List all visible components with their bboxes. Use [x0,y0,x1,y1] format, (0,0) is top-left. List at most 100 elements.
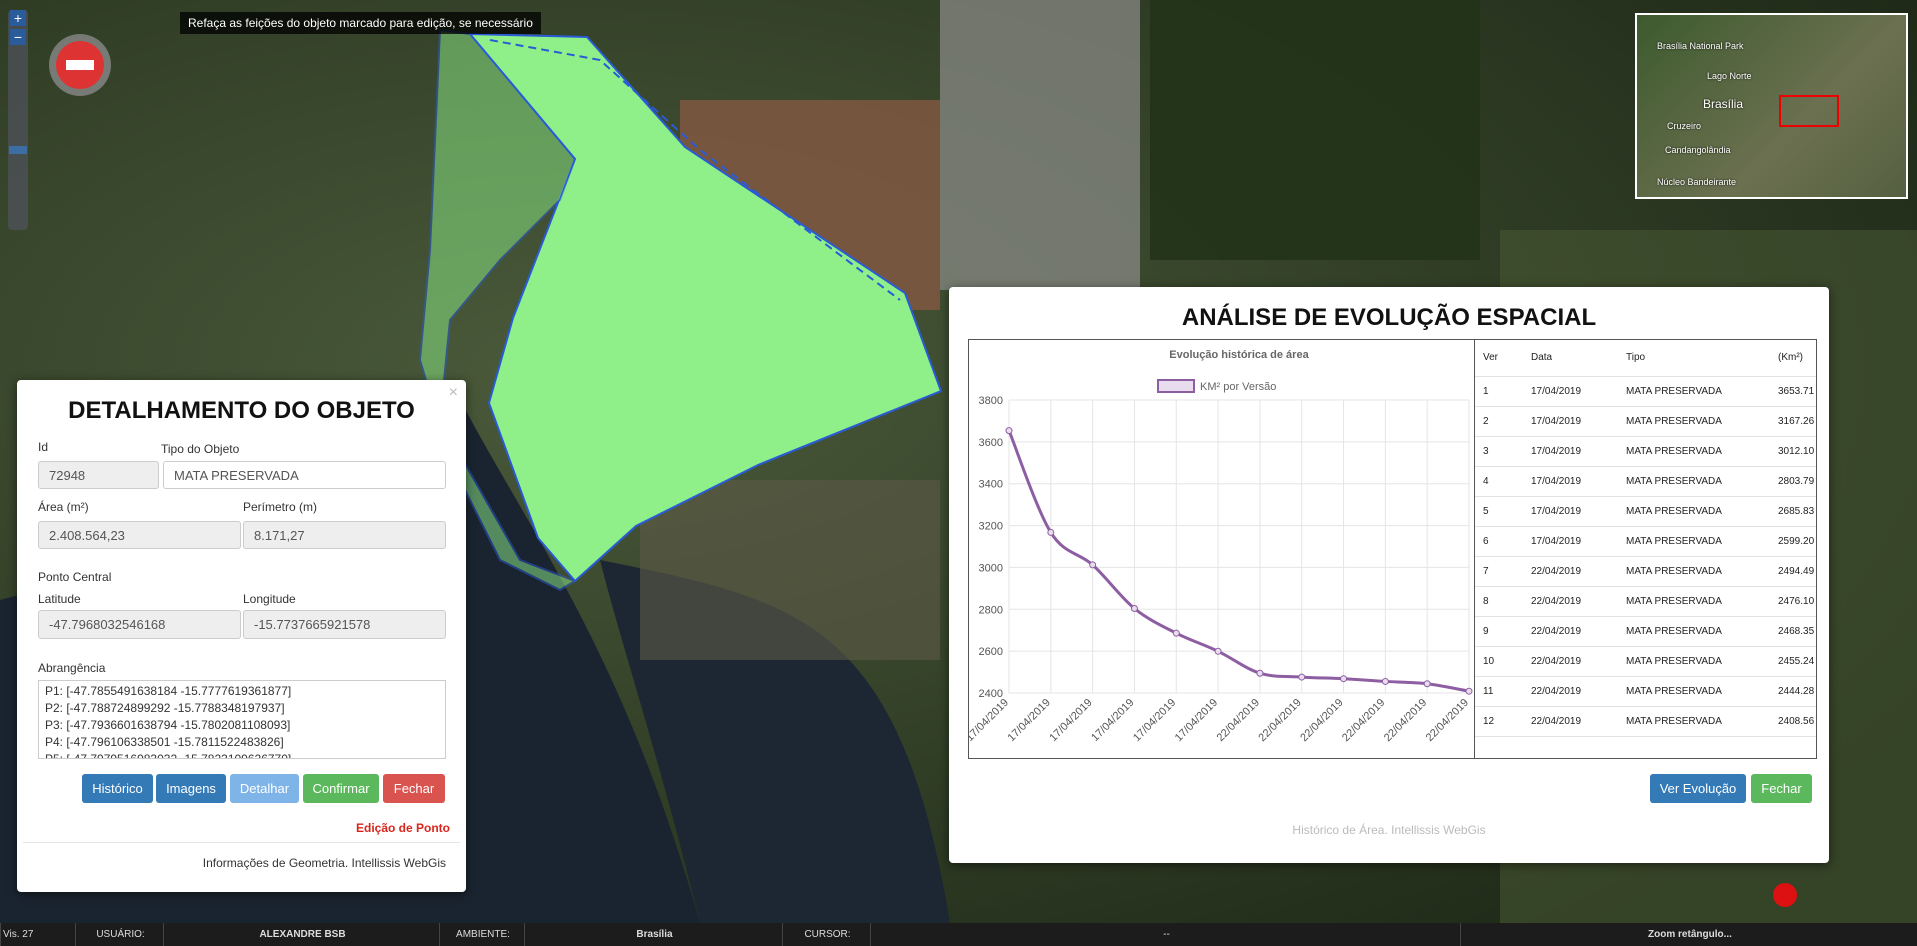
forest [1150,0,1480,260]
logo [1773,883,1797,907]
header-cell: (Km²) [1770,340,1816,377]
table-cell: 2803.79 [1770,466,1816,497]
table-cell: 17/04/2019 [1523,496,1618,527]
point [1423,680,1431,688]
table-cell: 9 [1475,616,1523,647]
table-cell: 22/04/2019 [1523,556,1618,587]
point [1172,629,1180,637]
urban-area [640,480,940,660]
table-cell: MATA PRESERVADA [1618,616,1770,647]
label: Longitude [243,592,296,606]
x-tick-label: 22/04/2019 [1340,697,1387,744]
button[interactable]: Imagens [156,774,226,803]
point [1130,604,1138,612]
table-cell: 7 [1475,556,1523,587]
header-row: Ver Data Tipo (Km²) [1475,340,1816,377]
point [1256,669,1264,677]
line [1007,430,1470,693]
table-row: 9 22/04/2019 MATA PRESERVADA 2468.35 [1475,616,1816,647]
y-tick-label: 3000 [979,562,1003,574]
table-row: 10 22/04/2019 MATA PRESERVADA 2455.24 [1475,646,1816,677]
table-cell: 22/04/2019 [1523,676,1618,707]
table-cell: MATA PRESERVADA [1618,676,1770,707]
dialog-title: DETALHAMENTO DO OBJETO [68,397,415,424]
zoom-out[interactable]: − [10,29,26,45]
table-cell: 10 [1475,646,1523,677]
extent-line: P2: [-47.788724899292 -15.7788348197937] [45,701,285,715]
table-row: 6 17/04/2019 MATA PRESERVADA 2599.20 [1475,526,1816,557]
divider [23,842,460,843]
point [1340,675,1348,683]
table-row: 1 17/04/2019 MATA PRESERVADA 3653.71 [1475,376,1816,407]
table-cell: 2455.24 [1770,646,1816,677]
button[interactable]: Confirmar [303,774,379,803]
extent-textarea[interactable]: P1: [-47.7855491638184 -15.7777619361877… [38,680,446,759]
y-tick-label: 3400 [979,479,1003,491]
minimap-label: Cruzeiro [1667,121,1702,131]
x-tick-label: 22/04/2019 [1298,697,1345,744]
close[interactable]: × [448,384,458,401]
chart-box: Evolução histórica de área KM² por Versão… [968,339,1817,759]
minimap-label: Lago Norte [1707,71,1752,81]
y-tick-label: 3200 [979,521,1003,533]
x-tick-label: 22/04/2019 [1256,697,1303,744]
dialog-footer: Informações de Geometria. Intellissis We… [202,856,446,870]
zoom-in[interactable]: + [10,10,26,26]
extent-line: P4: [-47.796106338501 -15.7811522483826] [45,735,284,749]
table-cell: 3167.26 [1770,406,1816,437]
button[interactable]: Fechar [1751,774,1812,803]
table-cell: 3653.71 [1770,376,1816,407]
table-cell: 22/04/2019 [1523,706,1618,737]
legend-label: KM² por Versão [1200,381,1276,393]
label: Área (m²) [38,500,89,514]
y-tick-label: 3800 [979,395,1003,407]
extent-line: P3: [-47.7936601638794 -15.7802081108093… [45,718,291,732]
area-input[interactable]: 2.408.564,23 [38,521,241,549]
table-row: 11 22/04/2019 MATA PRESERVADA 2444.28 [1475,676,1816,707]
table-cell: MATA PRESERVADA [1618,706,1770,737]
table-cell: 8 [1475,586,1523,617]
table-row: 3 17/04/2019 MATA PRESERVADA 3012.10 [1475,436,1816,467]
header-cell: Tipo [1618,340,1770,377]
button[interactable]: Fechar [383,774,445,803]
status-item: -- [870,923,1460,946]
legend-swatch [1157,379,1195,393]
point [1381,677,1389,685]
table-cell: MATA PRESERVADA [1618,526,1770,557]
x-tick-label: 22/04/2019 [1424,697,1471,744]
zoom-bar [8,10,28,230]
extent-line: P1: [-47.7855491638184 -15.7777619361877… [45,684,292,698]
lat-input[interactable]: -47.7968032546168 [38,610,241,639]
x-tick-label: 17/04/2019 [1047,697,1094,744]
status-bar: Vis. 27 USUÁRIO: ALEXANDRE BSB AMBIENTE: Bra… [0,923,1917,946]
status-item: Vis. 27 [0,923,75,946]
table-cell: 5 [1475,496,1523,527]
button[interactable]: Histórico [82,774,153,803]
lon-input[interactable]: -15.7737665921578 [243,610,446,639]
analysis-dialog: ANÁLISE DE EVOLUÇÃO ESPACIAL Evolução hi… [949,287,1829,863]
id-input[interactable]: 72948 [38,461,159,489]
button[interactable]: Ver Evolução [1650,774,1746,803]
y-tick-label: 3600 [979,437,1003,449]
header-cell: Ver [1475,340,1523,377]
x-tick-label: 17/04/2019 [1131,697,1178,744]
map-hint: Refaça as feições do objeto marcado para… [180,12,541,34]
status-item: AMBIENTE: [439,923,524,946]
table-cell: MATA PRESERVADA [1618,646,1770,677]
status-item: ALEXANDRE BSB [163,923,439,946]
x-tick-label: 17/04/2019 [1006,697,1053,744]
button[interactable]: Detalhar [230,774,299,803]
perimeter-input[interactable]: 8.171,27 [243,521,446,549]
table-cell: 17/04/2019 [1523,526,1618,557]
x-tick-label: 22/04/2019 [1215,697,1262,744]
table-cell: 2476.10 [1770,586,1816,617]
extent-line: P5: [-47.7979516983032 -15.7823109626770… [45,752,292,759]
chart: Evolução histórica de área KM² por Versão… [969,349,1473,744]
zoom-handle[interactable] [9,146,27,154]
table-cell: 11 [1475,676,1523,707]
table-cell: MATA PRESERVADA [1618,436,1770,467]
type-select[interactable]: MATA PRESERVADA [163,461,446,489]
table-cell: 2 [1475,406,1523,437]
